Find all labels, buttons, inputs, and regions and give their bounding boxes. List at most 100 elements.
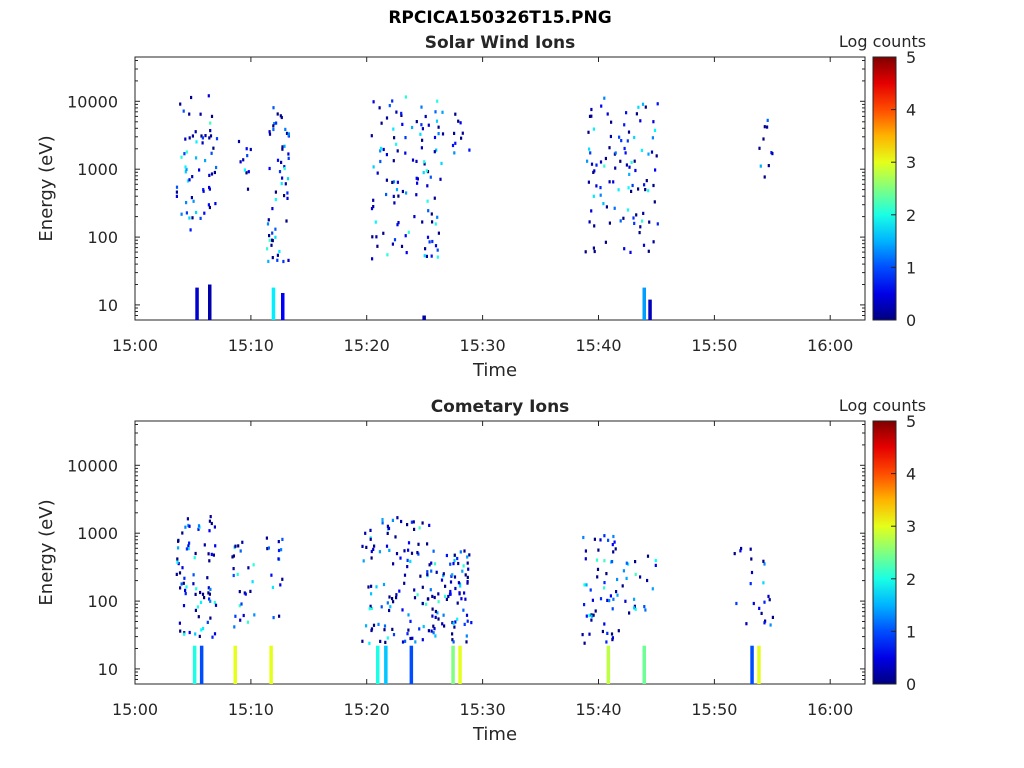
data-cell xyxy=(281,176,284,180)
data-cell xyxy=(214,603,218,607)
data-cell xyxy=(433,595,436,600)
data-cell xyxy=(401,122,404,126)
data-cell xyxy=(411,636,414,640)
data-cell xyxy=(613,540,616,544)
data-cell xyxy=(184,137,187,141)
data-cell xyxy=(431,594,434,598)
x-tick-label: 15:50 xyxy=(691,336,737,355)
data-cell xyxy=(272,106,275,110)
data-cell xyxy=(457,119,460,123)
data-cell xyxy=(194,130,197,134)
data-cell xyxy=(251,580,254,584)
data-cell xyxy=(370,556,373,560)
data-cell xyxy=(647,249,650,253)
data-cell xyxy=(440,578,444,582)
data-cell xyxy=(281,577,284,581)
data-cell xyxy=(453,625,456,629)
data-cell xyxy=(280,115,283,120)
data-column xyxy=(458,645,462,684)
data-cell xyxy=(733,552,736,556)
data-cell xyxy=(633,597,636,601)
data-cell xyxy=(587,130,590,134)
data-cell xyxy=(283,144,286,148)
data-cell xyxy=(589,151,592,155)
data-cell xyxy=(601,629,604,634)
data-cell xyxy=(411,125,414,130)
data-cell xyxy=(208,185,211,190)
y-axis: 10 100 1000 10000 Energy (eV) xyxy=(36,60,865,321)
data-column xyxy=(422,315,426,320)
data-cell xyxy=(215,165,218,170)
data-cell xyxy=(283,165,286,169)
data-cell xyxy=(249,589,252,593)
data-cell xyxy=(593,169,596,173)
data-cell xyxy=(209,587,212,591)
data-cell xyxy=(411,158,415,162)
data-cell xyxy=(267,259,270,263)
data-cell xyxy=(194,632,197,636)
data-cell xyxy=(612,180,615,184)
data-cell xyxy=(426,170,430,174)
data-cell xyxy=(467,567,470,571)
data-cell xyxy=(584,557,587,561)
y-tick-label: 100 xyxy=(87,592,118,611)
data-cell xyxy=(759,164,762,168)
data-cell xyxy=(643,605,646,609)
data-cell xyxy=(197,615,200,619)
x-tick-label: 15:20 xyxy=(344,700,390,719)
data-cell xyxy=(266,222,270,226)
data-cell xyxy=(633,135,636,140)
data-column xyxy=(376,645,380,684)
data-cell xyxy=(449,580,453,584)
data-cell xyxy=(186,517,189,521)
data-cell xyxy=(253,613,256,617)
data-cell xyxy=(583,583,586,587)
data-cell xyxy=(388,595,391,599)
data-cell xyxy=(425,602,428,606)
data-cell xyxy=(635,112,638,116)
data-cell xyxy=(452,640,455,644)
data-cell xyxy=(395,110,398,114)
data-cell xyxy=(418,526,421,530)
data-cell xyxy=(199,112,202,116)
data-cell xyxy=(430,561,433,565)
data-cell xyxy=(608,221,611,225)
data-cell xyxy=(441,132,445,136)
data-cell xyxy=(453,131,456,135)
data-cell xyxy=(655,154,658,158)
data-cell xyxy=(190,196,193,200)
data-cell xyxy=(208,136,211,140)
data-cell xyxy=(635,213,638,217)
data-cell xyxy=(395,142,398,146)
data-cell xyxy=(654,563,657,567)
data-cell xyxy=(415,159,418,163)
data-cell xyxy=(192,582,195,586)
data-cell xyxy=(590,618,593,622)
data-cell xyxy=(362,559,365,563)
data-cell xyxy=(653,128,657,132)
colorbar-tick-label: 0 xyxy=(906,311,916,330)
data-cell xyxy=(202,189,205,193)
data-cell xyxy=(626,562,630,566)
data-cell xyxy=(423,162,426,166)
data-cell xyxy=(388,608,391,613)
data-cell xyxy=(407,230,410,234)
data-cell xyxy=(430,254,433,258)
data-cell xyxy=(646,578,649,583)
data-cell xyxy=(195,140,198,144)
data-cell xyxy=(606,631,609,635)
data-cell xyxy=(367,585,370,589)
data-cell xyxy=(654,168,657,172)
data-cell xyxy=(379,159,382,164)
data-cell xyxy=(372,198,375,202)
data-cell xyxy=(433,150,436,154)
data-cell xyxy=(437,592,440,596)
data-cell xyxy=(195,210,198,215)
data-cell xyxy=(382,231,385,235)
data-cell xyxy=(603,622,606,626)
data-cell xyxy=(596,567,600,571)
data-cell xyxy=(231,555,234,559)
data-cell xyxy=(206,620,209,624)
